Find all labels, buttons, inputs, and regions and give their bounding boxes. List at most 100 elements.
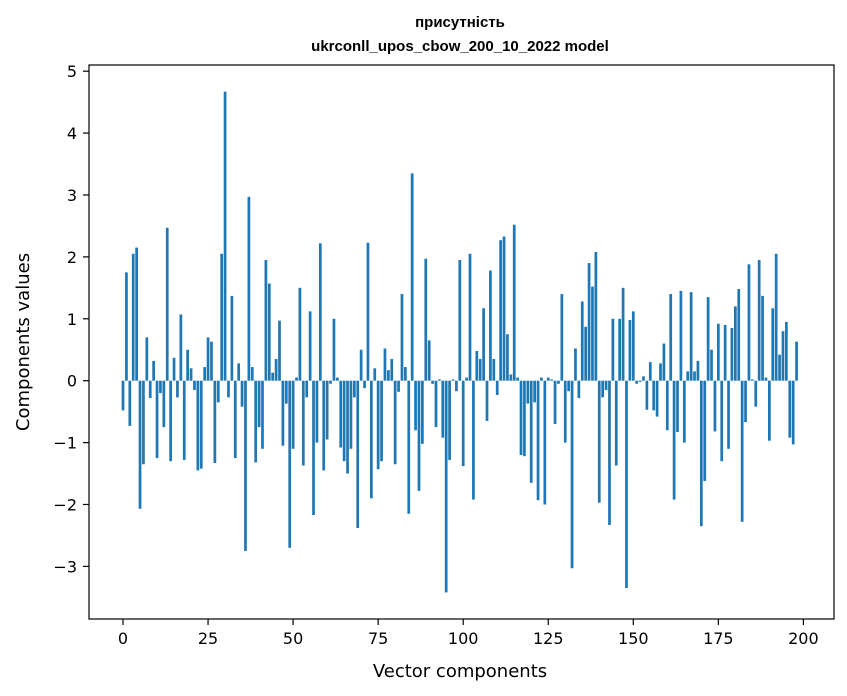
y-tick-label: −1 — [53, 434, 77, 453]
bar-10 — [155, 380, 159, 459]
bar-198 — [795, 341, 798, 381]
bar-80 — [393, 380, 397, 465]
bar-40 — [257, 380, 261, 428]
bar-8 — [148, 380, 152, 399]
bar-191 — [771, 308, 775, 381]
bar-94 — [441, 380, 445, 438]
bar-104 — [475, 350, 479, 381]
bar-88 — [421, 380, 424, 444]
bar-115 — [512, 224, 516, 381]
bar-179 — [730, 328, 734, 381]
bar-128 — [557, 380, 560, 384]
bar-96 — [448, 380, 451, 460]
bar-148 — [625, 380, 628, 589]
y-axis-label: Components values — [13, 253, 34, 431]
bar-86 — [414, 380, 417, 431]
bar-71 — [363, 380, 366, 389]
bar-161 — [669, 294, 673, 381]
bar-36 — [244, 380, 247, 551]
bar-37 — [247, 196, 251, 381]
bar-72 — [366, 242, 370, 381]
bar-0 — [121, 380, 125, 411]
bar-33 — [233, 380, 237, 459]
bar-31 — [227, 380, 230, 398]
bar-140 — [597, 380, 601, 503]
bar-26 — [210, 341, 213, 381]
x-axis-label: Vector components — [373, 661, 547, 682]
bar-145 — [614, 380, 618, 466]
bar-85 — [410, 173, 414, 381]
bar-176 — [720, 380, 724, 462]
bar-186 — [754, 380, 758, 407]
bar-59 — [322, 380, 326, 471]
bar-51 — [295, 377, 298, 381]
bar-4 — [135, 247, 138, 381]
bar-66 — [346, 380, 349, 474]
bar-184 — [747, 264, 751, 381]
bar-141 — [601, 380, 605, 398]
bar-116 — [516, 377, 519, 381]
bar-113 — [506, 334, 509, 381]
bar-129 — [560, 294, 564, 381]
bar-24 — [203, 367, 207, 381]
bar-87 — [417, 380, 421, 491]
bar-187 — [757, 259, 761, 381]
bar-109 — [492, 359, 496, 381]
bar-49 — [288, 380, 292, 548]
y-tick-label: 2 — [67, 248, 77, 267]
bar-185 — [751, 379, 754, 381]
bar-92 — [434, 380, 438, 428]
bar-77 — [383, 348, 387, 381]
bar-194 — [781, 331, 785, 381]
bar-122 — [536, 380, 540, 501]
bar-188 — [761, 295, 764, 381]
bar-60 — [325, 380, 329, 440]
bar-67 — [349, 380, 353, 449]
bar-22 — [196, 380, 200, 471]
bar-90 — [427, 340, 431, 381]
y-tick-label: −2 — [53, 495, 77, 514]
bar-39 — [254, 380, 258, 463]
bar-95 — [444, 380, 448, 593]
bar-41 — [261, 380, 264, 449]
bar-182 — [740, 380, 744, 522]
bar-119 — [526, 380, 530, 404]
x-tick-label: 0 — [118, 629, 128, 648]
bar-153 — [642, 376, 645, 381]
bar-124 — [543, 380, 547, 505]
bar-93 — [438, 379, 441, 381]
bar-130 — [563, 380, 567, 443]
bar-12 — [162, 380, 166, 428]
bar-35 — [240, 380, 244, 407]
bar-127 — [553, 380, 557, 425]
bar-169 — [696, 360, 700, 381]
bar-101 — [465, 377, 468, 381]
bar-111 — [499, 240, 502, 381]
bar-189 — [764, 377, 768, 381]
bar-75 — [376, 380, 380, 470]
y-tick-label: 0 — [67, 372, 77, 391]
bar-103 — [472, 380, 475, 500]
bar-54 — [305, 380, 309, 398]
bar-70 — [359, 349, 363, 381]
bar-118 — [523, 380, 526, 457]
bar-102 — [468, 253, 472, 381]
bar-174 — [713, 380, 717, 432]
bar-68 — [352, 380, 356, 398]
bar-177 — [723, 324, 727, 381]
bar-53 — [301, 380, 305, 466]
y-tick-label: 3 — [67, 186, 77, 205]
bar-57 — [315, 380, 319, 443]
bar-18 — [182, 380, 186, 460]
x-tick-label: 175 — [703, 629, 734, 648]
bar-52 — [298, 287, 302, 381]
bar-69 — [356, 380, 360, 529]
bar-183 — [744, 380, 747, 423]
bar-168 — [693, 371, 696, 381]
x-tick-label: 50 — [283, 629, 303, 648]
bar-160 — [665, 380, 669, 431]
bar-150 — [631, 311, 635, 381]
y-tick-label: −3 — [53, 557, 77, 576]
bar-46 — [278, 320, 281, 381]
bar-123 — [540, 377, 543, 381]
